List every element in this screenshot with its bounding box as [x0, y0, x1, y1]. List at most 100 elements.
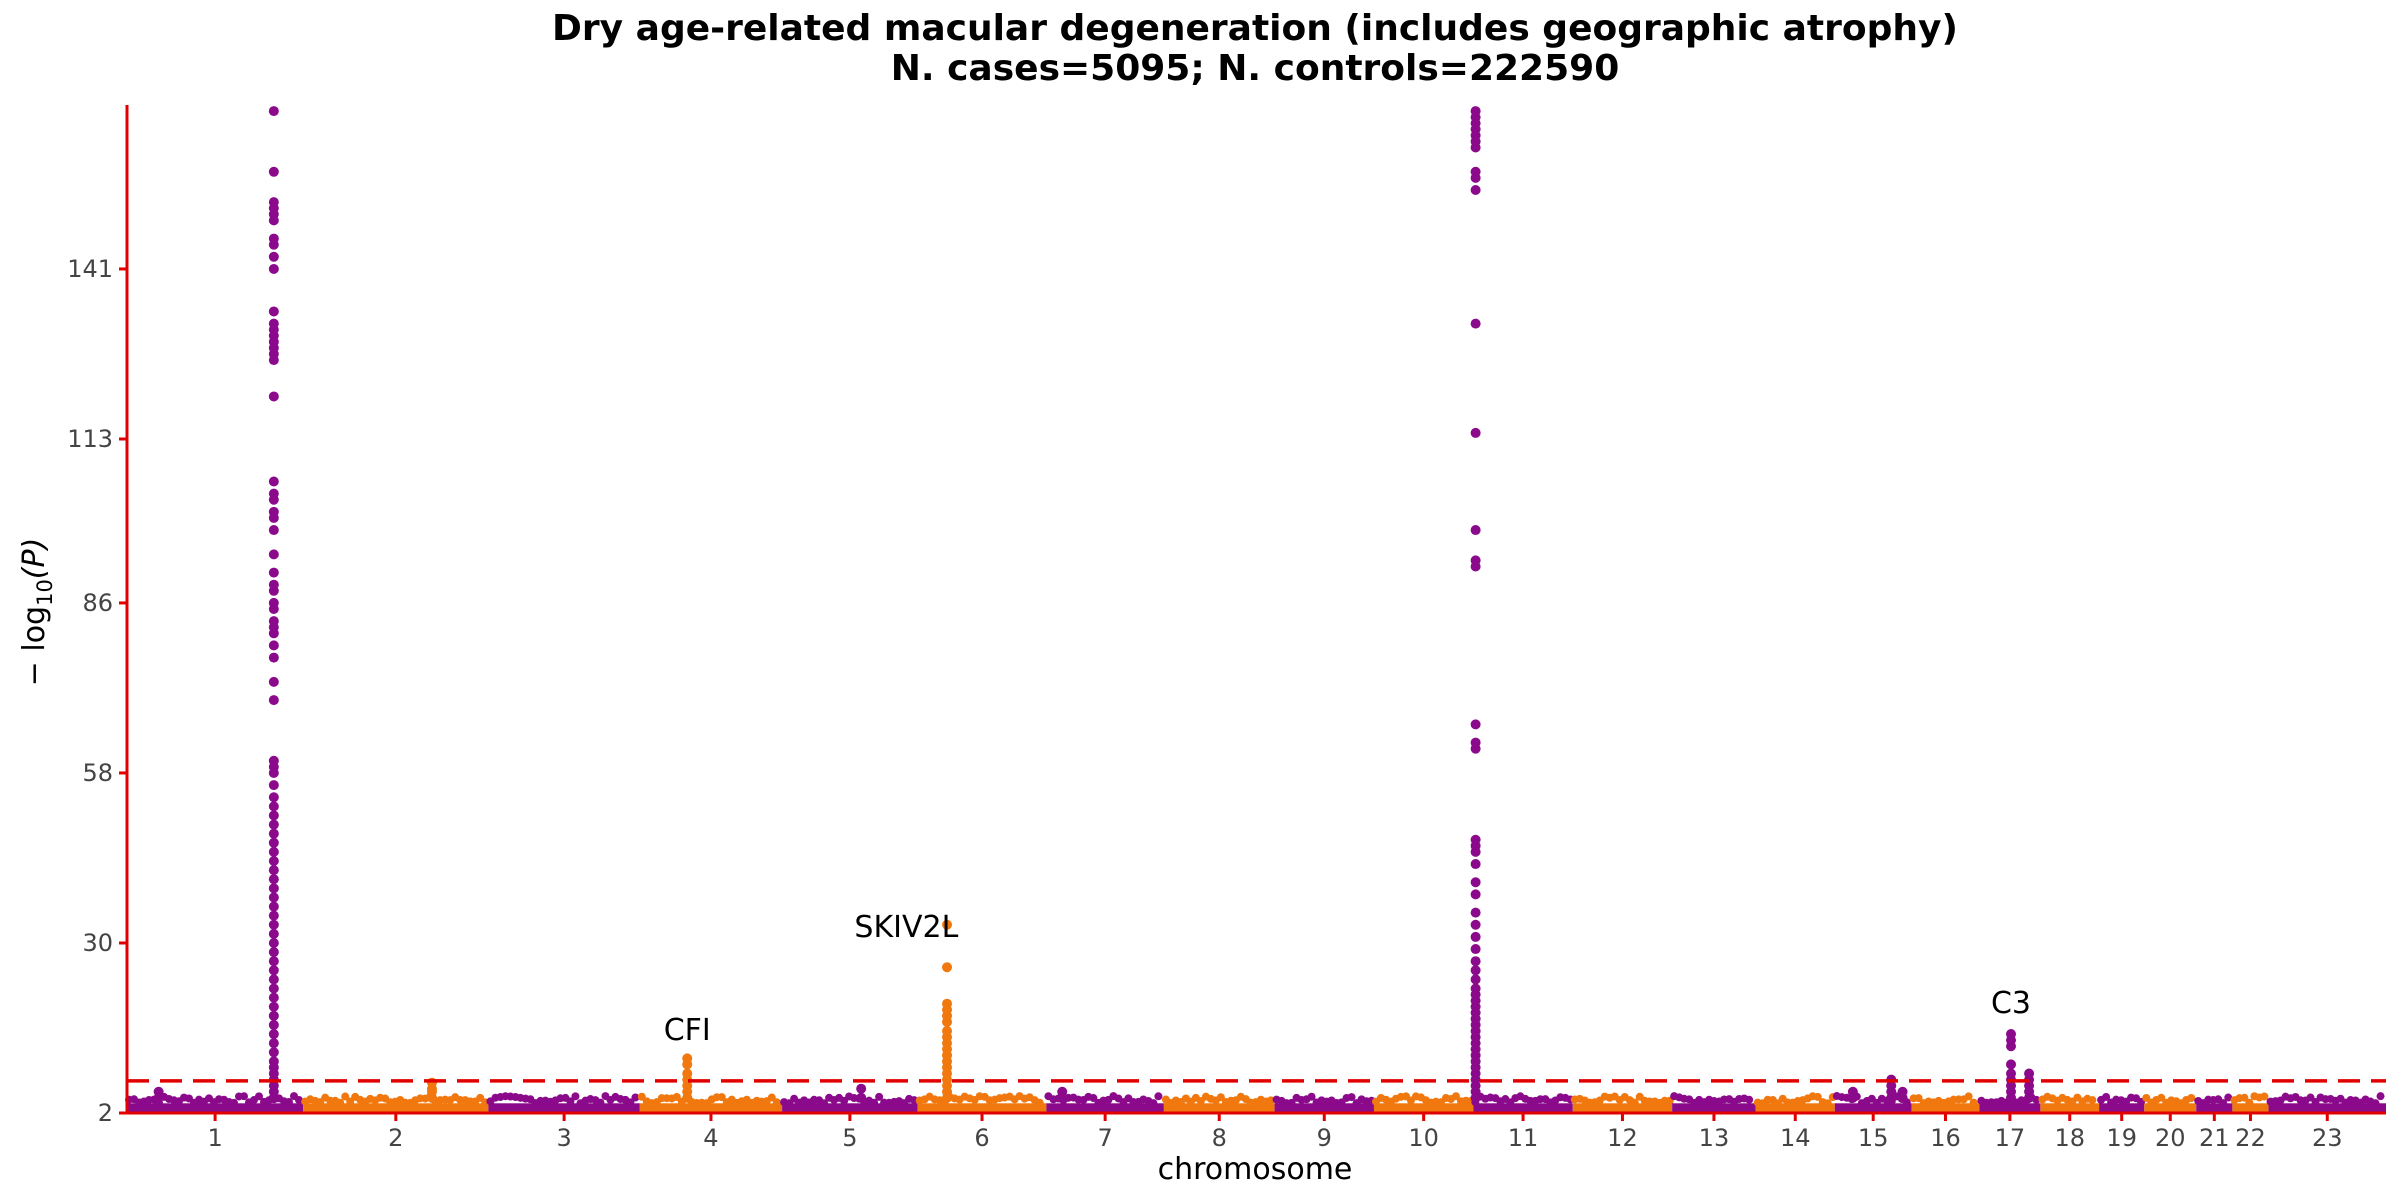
snp-point — [2240, 1093, 2249, 1102]
snp-point — [2006, 1029, 2017, 1040]
snp-point — [2376, 1092, 2385, 1101]
baseline-snp-band — [125, 1092, 2386, 1113]
snp-band-fill — [1911, 1103, 1980, 1113]
snp-band-fill — [1163, 1103, 1275, 1113]
y-tick-label: 113 — [67, 425, 113, 453]
snp-point — [268, 1056, 279, 1067]
x-tick-label: 20 — [2155, 1124, 2186, 1152]
snp-band-fill — [2196, 1103, 2233, 1113]
snp-point — [1847, 1086, 1858, 1097]
snp-point — [285, 1098, 293, 1107]
peak-chr17 — [2006, 1029, 2017, 1103]
chromosome-2-band — [301, 1092, 490, 1113]
snp-point — [2088, 1096, 2097, 1105]
snp-point — [1897, 1086, 1908, 1097]
snp-point — [942, 1026, 953, 1037]
chromosome-14-band — [1753, 1092, 1837, 1113]
snp-point — [268, 652, 279, 663]
snp-point — [268, 640, 279, 651]
snp-point — [2157, 1093, 2166, 1102]
snp-point — [1470, 877, 1481, 888]
snp-point — [875, 1092, 884, 1101]
snp-point — [566, 1097, 575, 1106]
snp-point — [1470, 427, 1481, 438]
chromosome-16-band — [1909, 1092, 1980, 1113]
snp-point — [268, 780, 279, 791]
snp-point — [268, 983, 279, 994]
peak-chr15 — [1886, 1074, 1897, 1103]
snp-point — [1745, 1095, 1754, 1104]
peak-chr15 — [1897, 1086, 1908, 1103]
x-tick-label: 15 — [1858, 1124, 1889, 1152]
snp-point — [1470, 983, 1481, 994]
snp-band-fill — [1473, 1103, 1573, 1113]
snp-point — [1813, 1092, 1822, 1101]
snp-point — [596, 1098, 605, 1107]
x-tick-label: 18 — [2054, 1124, 2085, 1152]
snp-band-fill — [2040, 1103, 2100, 1113]
snp-band-fill — [1672, 1103, 1756, 1113]
x-tick-label: 8 — [1212, 1124, 1227, 1152]
snp-point — [268, 251, 279, 262]
snp-point — [268, 865, 279, 876]
snp-point — [2032, 1095, 2041, 1104]
snp-point — [268, 488, 279, 499]
snp-point — [942, 919, 953, 930]
snp-point — [1470, 931, 1481, 942]
snp-band-fill — [2144, 1103, 2197, 1113]
snp-point — [1969, 1098, 1978, 1107]
snp-point — [2006, 1059, 2017, 1070]
peak-chr11 — [1470, 106, 1481, 1103]
snp-point — [336, 1098, 345, 1107]
snp-point — [268, 1001, 279, 1012]
peak-points — [153, 106, 2035, 1103]
snp-point — [268, 318, 279, 329]
snp-point — [682, 1053, 693, 1064]
snp-point — [268, 549, 279, 560]
snp-point — [1470, 965, 1481, 976]
snp-point — [1470, 889, 1481, 900]
snp-point — [268, 525, 279, 536]
peak-chr5 — [856, 1083, 867, 1103]
snp-point — [268, 928, 279, 939]
snp-point — [1470, 907, 1481, 918]
snp-band-fill — [917, 1103, 1047, 1113]
snp-point — [268, 695, 279, 706]
gene-label: C3 — [1991, 986, 2031, 1021]
snp-point — [1089, 1094, 1098, 1103]
snp-point — [772, 1098, 781, 1107]
x-tick-label: 16 — [1930, 1124, 1961, 1152]
x-tick-label: 5 — [842, 1124, 857, 1152]
snp-point — [268, 567, 279, 578]
x-tick-label: 13 — [1699, 1124, 1730, 1152]
snp-point — [1470, 919, 1481, 930]
snp-point — [268, 166, 279, 177]
snp-point — [268, 947, 279, 958]
snp-point — [767, 1093, 776, 1102]
snp-point — [1035, 1098, 1044, 1107]
peak-chr17 — [2024, 1068, 2035, 1103]
snp-point — [631, 1093, 640, 1102]
chromosome-3-band — [486, 1092, 640, 1113]
x-tick-label: 4 — [703, 1124, 718, 1152]
y-axis-title: − log10(P) — [17, 538, 57, 687]
snp-point — [1470, 974, 1481, 985]
snp-point — [1470, 834, 1481, 845]
y-tick-label: 2 — [98, 1099, 113, 1127]
x-tick-label: 23 — [2312, 1124, 2343, 1152]
snp-point — [268, 106, 279, 117]
snp-point — [268, 755, 279, 766]
snp-point — [268, 910, 279, 921]
snp-point — [268, 901, 279, 912]
snp-point — [268, 819, 279, 830]
snp-point — [1287, 1098, 1296, 1107]
snp-point — [2024, 1068, 2035, 1079]
snp-point — [255, 1092, 263, 1101]
snp-point — [1470, 956, 1481, 967]
snp-point — [942, 998, 953, 1009]
snp-point — [1470, 185, 1481, 196]
x-tick-label: 22 — [2235, 1124, 2266, 1152]
snp-point — [268, 579, 279, 590]
peak-chr7 — [1057, 1086, 1068, 1103]
